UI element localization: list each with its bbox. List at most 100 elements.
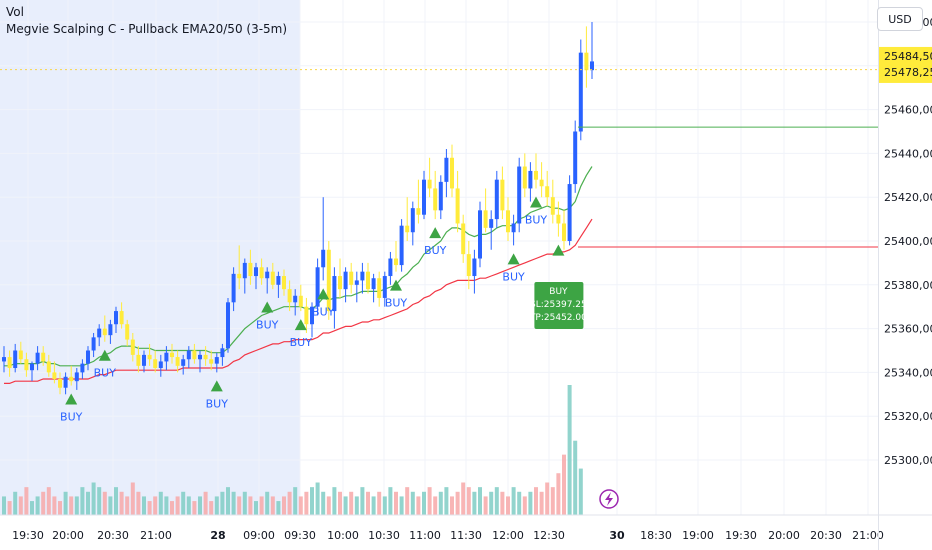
- volume-bar: [511, 487, 516, 515]
- candle-body: [343, 271, 348, 290]
- candle-body: [478, 210, 482, 259]
- candle-body: [321, 249, 326, 268]
- candle-body: [170, 352, 174, 358]
- candle-series: [2, 22, 594, 395]
- volume-bar: [276, 501, 281, 515]
- volume-bar: [444, 487, 449, 515]
- candle-body: [237, 273, 242, 279]
- candle-body: [214, 357, 219, 364]
- candle-body: [2, 357, 6, 362]
- x-tick-label: 20:30: [810, 529, 842, 542]
- candle-body: [186, 350, 191, 360]
- volume-bar: [422, 491, 426, 515]
- volume-bar: [237, 496, 242, 515]
- buy-label: BUY: [312, 305, 335, 318]
- volume-bar: [259, 496, 264, 515]
- volume-bar: [63, 491, 68, 515]
- volume-bar: [293, 487, 298, 515]
- candle-body: [125, 324, 130, 340]
- volume-bar: [209, 501, 214, 515]
- volume-bar: [58, 501, 62, 515]
- price-axis[interactable]: 25500,0025480,0025460,0025440,0025420,00…: [879, 16, 932, 467]
- volume-bar: [142, 496, 146, 515]
- candle-body: [444, 157, 449, 182]
- candle-body: [86, 350, 90, 364]
- volume-bar: [343, 496, 348, 515]
- x-tick-label: 19:00: [682, 529, 714, 542]
- x-tick-label: 12:30: [533, 529, 565, 542]
- candle-body: [248, 262, 253, 277]
- buy-signals: BUY BUY BUY BUY BUY BUY BUY BUY BUY BUY BUY SL:2539…: [60, 196, 587, 424]
- y-tick-label: 25440,00: [884, 147, 932, 160]
- volume-bar: [298, 496, 303, 515]
- volume-bar: [354, 496, 359, 515]
- chart-grid: [0, 0, 878, 515]
- x-tick-label: 21:00: [140, 529, 172, 542]
- volume-bar: [147, 501, 152, 515]
- volume-bar: [153, 496, 158, 515]
- volume-bar: [326, 496, 331, 515]
- volume-bar: [416, 496, 421, 515]
- x-tick-label: 11:30: [450, 529, 482, 542]
- buy-marker-icon: [65, 393, 78, 405]
- volume-bar: [248, 496, 253, 515]
- volume-bar: [97, 487, 102, 515]
- candle-body: [567, 184, 572, 241]
- volume-bar: [388, 487, 393, 515]
- candle-body: [450, 157, 454, 189]
- lightning-bolt-icon: [605, 492, 613, 506]
- x-tick-label: 20:00: [52, 529, 84, 542]
- candle-body: [500, 179, 505, 211]
- time-axis[interactable]: 19:30 20:00 20:30 21:00 28 09:00 09:30 10:00 10:…: [0, 489, 932, 542]
- volume-bar: [556, 473, 561, 515]
- candle-body: [209, 359, 214, 364]
- candle-body: [136, 354, 141, 366]
- candle-body: [573, 131, 578, 185]
- candle-body: [472, 258, 477, 277]
- buy-label: BUY: [60, 411, 83, 424]
- volume-bar: [478, 487, 482, 515]
- buy-marker-icon: [294, 319, 307, 331]
- candle-body: [226, 302, 230, 349]
- y-tick-label: 25460,00: [884, 104, 932, 117]
- candle-body: [293, 295, 298, 303]
- session-highlight: [0, 0, 300, 515]
- candle-body: [203, 354, 208, 360]
- volume-bar: [114, 487, 118, 515]
- study-legend-label[interactable]: Megvie Scalping C - Pullback EMA20/50 (3…: [6, 22, 288, 36]
- candle-body: [399, 225, 404, 266]
- candle-body: [18, 350, 23, 360]
- signal-box-text: TP:25452.00: [529, 313, 587, 323]
- volume-bar: [158, 491, 163, 515]
- candle-body: [584, 52, 589, 71]
- candle-body: [360, 271, 365, 281]
- candle-body: [147, 354, 152, 360]
- volume-legend-label[interactable]: Vol: [6, 5, 24, 19]
- volume-bar: [74, 496, 79, 515]
- candle-body: [142, 354, 146, 366]
- candle-body: [326, 249, 331, 312]
- volume-bar: [18, 496, 23, 515]
- candle-body: [438, 181, 443, 211]
- currency-button[interactable]: USD: [877, 7, 923, 31]
- x-tick-label: 10:30: [368, 529, 400, 542]
- volume-bar: [534, 487, 538, 515]
- buy-marker-icon: [530, 196, 542, 208]
- buy-label: BUY: [290, 336, 313, 349]
- candle-body: [52, 372, 57, 379]
- buy-marker-icon: [429, 227, 442, 239]
- candle-body: [394, 258, 398, 266]
- volume-bar: [399, 496, 404, 515]
- x-tick-label: 20:30: [97, 529, 129, 542]
- x-tick-label: 12:00: [492, 529, 524, 542]
- volume-bar: [506, 496, 510, 515]
- volume-bar: [545, 482, 550, 515]
- volume-bar: [254, 501, 258, 515]
- volume-bar: [528, 491, 533, 515]
- volume-bar: [377, 491, 382, 515]
- volume-bar: [427, 487, 432, 515]
- volume-bar: [550, 487, 555, 515]
- candle-body: [455, 188, 460, 224]
- y-tick-label: 25320,00: [884, 410, 932, 423]
